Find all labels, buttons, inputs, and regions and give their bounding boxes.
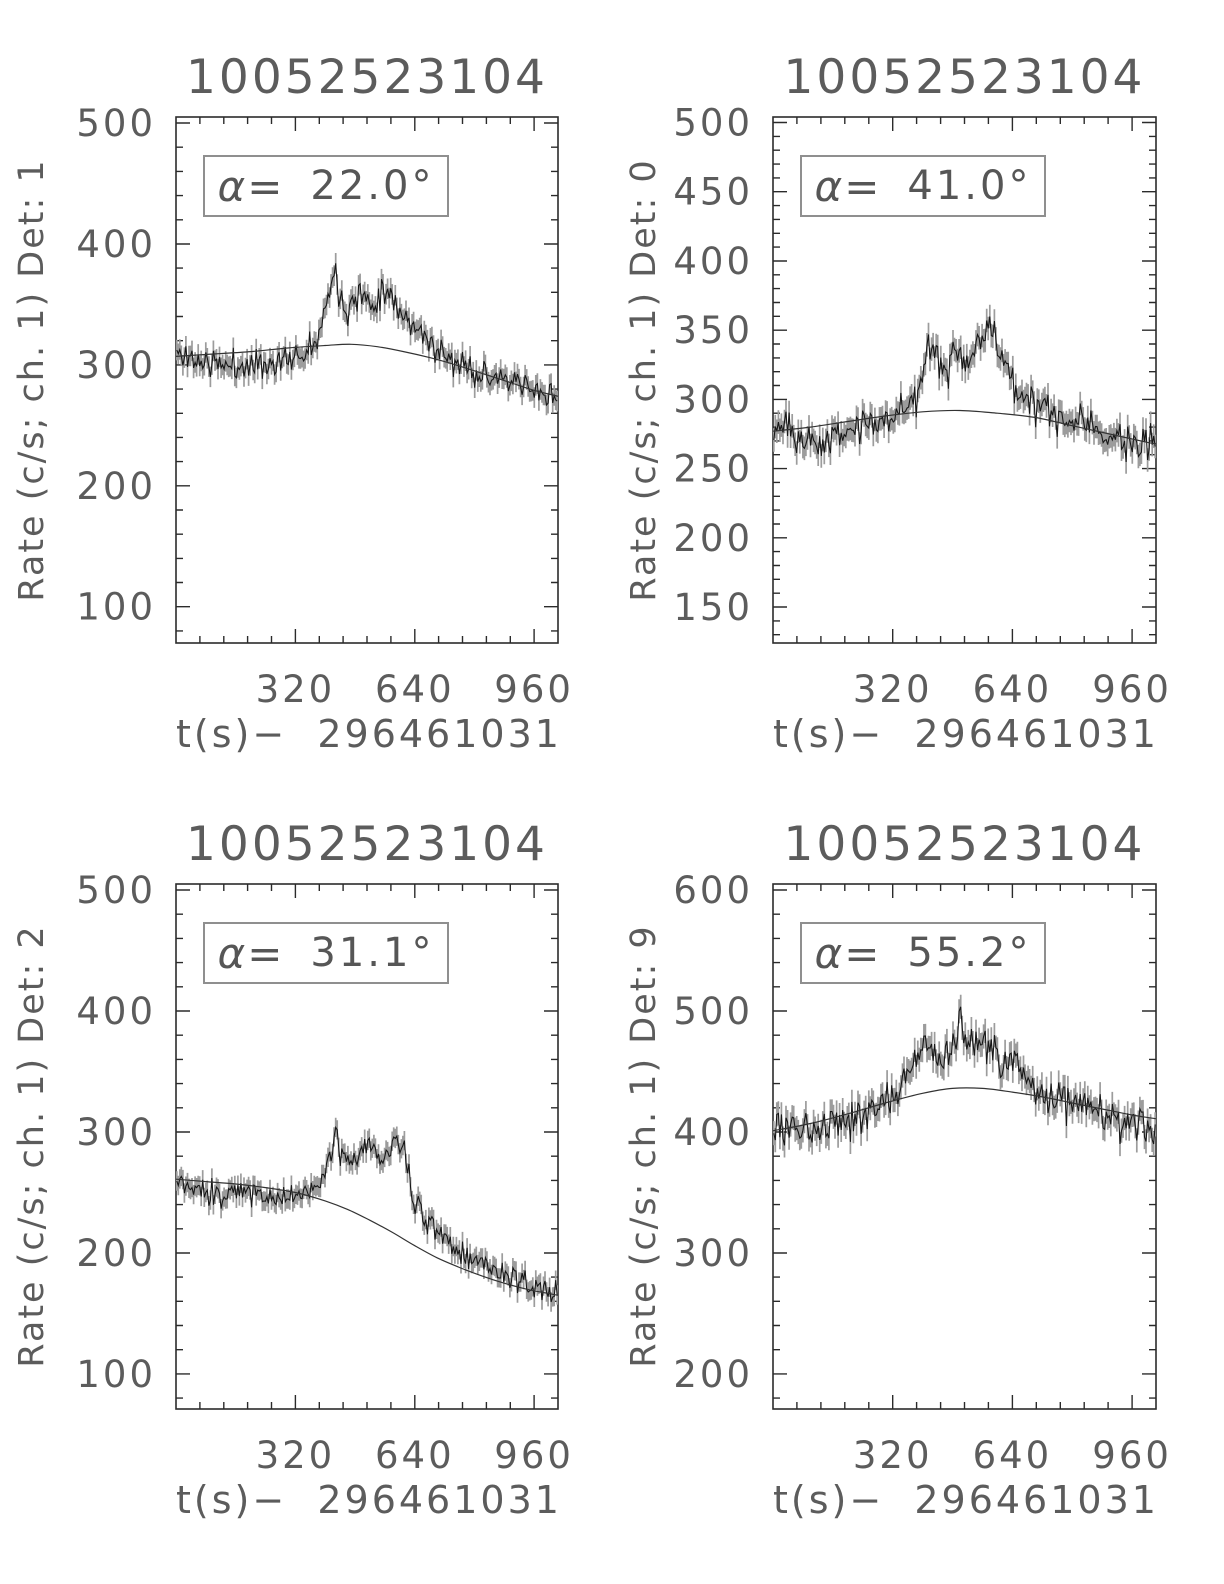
alpha-symbol: α= [814,928,882,978]
count-rate-series [773,316,1156,463]
x-tick-label: 320 [853,1434,933,1477]
y-tick-label: 100 [76,1353,156,1396]
y-tick-label: 200 [76,465,156,508]
y-tick-label: 200 [76,1232,156,1275]
plot-area: 100 200 300 400 500 320 640 960 [76,102,574,711]
plot-title: 10052523104 [186,817,548,872]
background-model-curve [772,1087,1157,1132]
y-tick-label: 300 [673,378,753,421]
alpha-symbol: α= [217,928,285,978]
x-tick-label: 960 [494,668,574,711]
plot-area: 100 200 300 400 500 320 640 960 [76,869,574,1477]
y-tick-label: 400 [76,223,156,266]
y-tick-label: 350 [673,309,753,352]
x-tick-label: 960 [1092,1434,1172,1477]
y-tick-label: 300 [76,1111,156,1154]
plot-title: 10052523104 [783,817,1146,872]
x-tick-label: 640 [973,1434,1053,1477]
alpha-value: 55.2° [907,930,1032,976]
y-tick-label: 100 [76,586,156,629]
x-axis-label: t(s)− 296461031 [773,712,1159,756]
x-tick-label: 640 [375,1434,455,1477]
x-tick-label: 960 [494,1434,574,1477]
plot-title: 10052523104 [186,50,548,105]
x-axis-label: t(s)− 296461031 [176,712,562,756]
x-tick-label: 640 [375,668,455,711]
alpha-annotation-box: α= 22.0° [203,155,449,217]
x-axis-label: t(s)− 296461031 [176,1478,562,1522]
plot-title: 10052523104 [783,50,1146,105]
count-rate-series [176,1125,558,1303]
alpha-value: 31.1° [310,930,435,976]
error-bars [175,253,559,416]
background-model-curve [175,1178,559,1296]
x-tick-label: 320 [256,668,336,711]
alpha-value: 22.0° [310,163,435,209]
x-tick-label: 960 [1092,668,1172,711]
error-bars [772,994,1157,1158]
alpha-annotation-box: α= 41.0° [800,155,1046,217]
background-model-curve [175,343,559,397]
axis-ticks [773,884,1156,1409]
panel-det-0: 10052523104 Rate (c/s; ch. 1) Det: 0 150… [612,0,1224,792]
plot-area: 150 200 250 300 350 400 450 500 320 640 960 [673,102,1172,712]
y-tick-label: 500 [76,102,156,145]
x-axis-label: t(s)− 296461031 [773,1478,1159,1522]
alpha-annotation-box: α= 55.2° [800,922,1046,984]
y-tick-label: 200 [673,517,753,560]
y-tick-label: 300 [76,344,156,387]
alpha-annotation-box: α= 31.1° [203,922,449,984]
panel-det-1: 10052523104 Rate (c/s; ch. 1) Det: 1 100… [0,0,612,792]
y-tick-label: 400 [673,240,753,283]
plot-area: 200 300 400 500 600 320 640 960 [673,869,1172,1477]
x-tick-label: 320 [256,1434,336,1477]
panel-det-2: 10052523104 Rate (c/s; ch. 1) Det: 2 100… [0,792,612,1584]
y-tick-label: 300 [673,1232,753,1275]
alpha-symbol: α= [814,161,882,211]
y-tick-label: 400 [673,1111,753,1154]
y-tick-label: 450 [673,171,753,214]
y-tick-label: 500 [673,102,753,145]
panel-det-9: 10052523104 Rate (c/s; ch. 1) Det: 9 200… [612,792,1224,1584]
axis-ticks [176,884,558,1409]
y-tick-label: 600 [673,869,753,912]
y-tick-label: 150 [673,586,753,629]
x-tick-label: 320 [853,668,933,711]
y-tick-label: 250 [673,448,753,491]
alpha-value: 41.0° [907,163,1032,209]
y-tick-label: 500 [673,990,753,1033]
y-tick-label: 200 [673,1353,753,1396]
axis-ticks [176,117,558,643]
y-tick-label: 500 [76,869,156,912]
x-tick-label: 640 [973,668,1053,711]
y-tick-label: 400 [76,990,156,1033]
background-model-curve [772,409,1157,445]
alpha-symbol: α= [217,161,285,211]
